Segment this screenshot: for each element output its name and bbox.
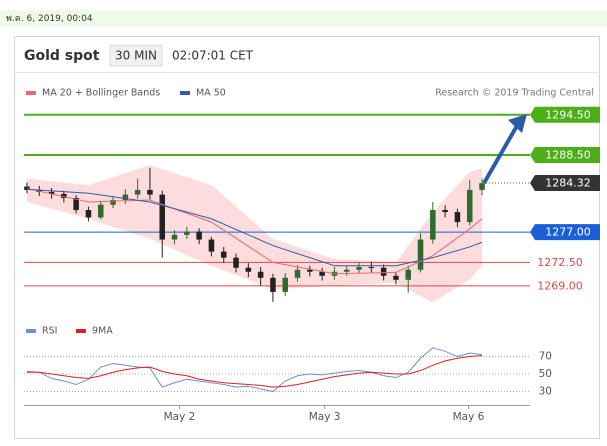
candle-body bbox=[368, 267, 375, 269]
last-price-tag bbox=[530, 175, 600, 192]
legend-swatch bbox=[180, 91, 190, 95]
candle-body bbox=[208, 239, 215, 252]
rsi-line bbox=[26, 355, 483, 388]
candle-body bbox=[61, 193, 67, 198]
date-bar bbox=[0, 10, 607, 27]
candle-body bbox=[405, 269, 412, 280]
level-label: 1294.50 bbox=[545, 108, 591, 121]
candle-body bbox=[282, 277, 289, 292]
legend-swatch bbox=[26, 329, 36, 333]
candle-body bbox=[85, 210, 92, 218]
candle-body bbox=[147, 189, 153, 195]
candle-body bbox=[159, 194, 166, 240]
candle-body bbox=[245, 267, 252, 272]
level-tag bbox=[530, 106, 600, 123]
candle-body bbox=[134, 189, 141, 195]
legend-swatch bbox=[76, 329, 86, 333]
x-tick-label: May 3 bbox=[309, 411, 341, 423]
rsi-line bbox=[26, 347, 483, 393]
candle-body bbox=[171, 234, 178, 240]
candle-body bbox=[343, 269, 350, 272]
y-tick-label: 30 bbox=[539, 386, 552, 398]
last-price-label: 1284.32 bbox=[545, 177, 591, 190]
y-tick-label: 50 bbox=[539, 368, 552, 380]
moving-average bbox=[26, 188, 483, 267]
candle-body bbox=[48, 191, 55, 194]
candle-body bbox=[380, 267, 387, 276]
candle-body bbox=[110, 199, 116, 205]
candle-body bbox=[184, 231, 190, 235]
rsi-panel: RSI 9MA 70 50 30 bbox=[24, 326, 552, 398]
x-tick-label: May 2 bbox=[164, 411, 196, 423]
level-label: 1288.50 bbox=[545, 149, 591, 162]
level-tag bbox=[530, 224, 600, 241]
legend-label: MA 50 bbox=[196, 88, 226, 99]
candle-body bbox=[430, 210, 436, 240]
bollinger-band bbox=[26, 165, 483, 303]
candle-body bbox=[73, 197, 79, 211]
source: Research © 2019 Trading Central bbox=[435, 88, 594, 99]
interval: 30 MIN bbox=[115, 49, 157, 63]
chart-title: Gold spot bbox=[24, 48, 100, 64]
candle-body bbox=[356, 267, 362, 270]
forecast-arrow bbox=[482, 123, 520, 185]
legend-label: MA 20 + Bollinger Bands bbox=[42, 88, 160, 99]
candle-body bbox=[24, 186, 30, 190]
legend-label: RSI bbox=[42, 326, 57, 337]
price-panel: MA 20 + Bollinger Bands MA 50 1294.50 1288.… bbox=[24, 88, 600, 423]
candle-body bbox=[97, 204, 104, 218]
candle-body bbox=[294, 269, 301, 278]
level-tag bbox=[530, 147, 600, 164]
moving-average bbox=[26, 188, 483, 275]
candle-body bbox=[417, 239, 424, 270]
candle-body bbox=[393, 275, 399, 280]
candle-body bbox=[196, 231, 202, 240]
time: 02:07:01 CET bbox=[172, 49, 254, 63]
level-label: 1272.50 bbox=[537, 256, 583, 269]
candle-body bbox=[442, 210, 448, 213]
forecast-arrow-head bbox=[508, 114, 527, 133]
legend-label: 9MA bbox=[92, 326, 113, 337]
candle-body bbox=[270, 277, 276, 292]
candle-body bbox=[479, 183, 485, 190]
candle-body bbox=[307, 269, 313, 272]
candle-body bbox=[466, 189, 473, 223]
x-tick-label: May 6 bbox=[453, 411, 485, 423]
interval-box bbox=[109, 44, 163, 67]
y-tick-label: 70 bbox=[539, 351, 552, 363]
legend-swatch bbox=[26, 91, 36, 95]
candle-body bbox=[233, 257, 239, 268]
candle-body bbox=[319, 271, 325, 276]
candle-body bbox=[122, 194, 129, 200]
candle-body bbox=[220, 251, 227, 258]
candle-body bbox=[257, 271, 264, 278]
date: พ.ค. 6, 2019, 00:04 bbox=[6, 14, 93, 24]
candle-body bbox=[454, 212, 461, 223]
level-label: 1277.00 bbox=[545, 226, 591, 239]
level-label: 1269.00 bbox=[537, 279, 583, 292]
